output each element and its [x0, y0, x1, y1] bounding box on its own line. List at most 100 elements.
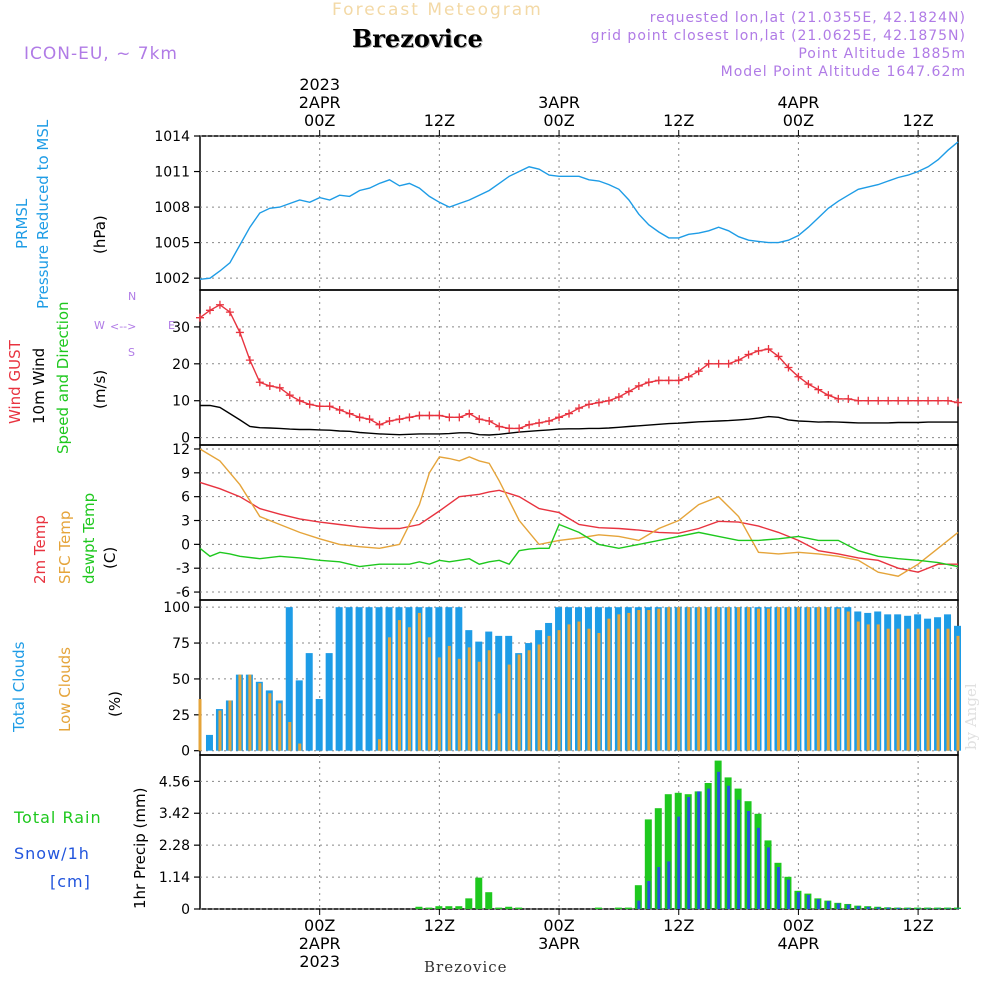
snow-bar	[637, 900, 641, 909]
low-cloud-bar	[767, 608, 770, 751]
gust-marker	[445, 413, 454, 422]
gust-marker	[664, 376, 673, 385]
gust-marker	[375, 420, 384, 429]
total-cloud-bar	[495, 635, 503, 751]
year-label-top: 2023	[299, 75, 340, 94]
date-label-top: 3APR	[538, 93, 580, 112]
gust-marker	[455, 413, 464, 422]
low-cloud-bar	[457, 658, 461, 751]
low-cloud-bar	[806, 607, 810, 751]
low-cloud-bar	[687, 607, 691, 751]
model-altitude: Model Point Altitude 1647.62m	[720, 64, 966, 80]
gust-marker	[824, 391, 833, 400]
snow-bar	[836, 903, 840, 909]
low-cloud-bar	[507, 664, 511, 751]
temp-line-sfc-temp	[199, 448, 959, 577]
compass-arrows-icon: <-->	[110, 320, 137, 333]
gust-marker	[235, 328, 244, 337]
gust-marker	[934, 396, 943, 405]
xtick-label-bottom: 12Z	[663, 916, 694, 935]
gust-marker	[584, 400, 593, 409]
snow-label: Snow/1h	[14, 844, 90, 863]
low-cloud-bar	[557, 630, 561, 751]
rain-bar	[465, 898, 473, 909]
low-cloud-bar	[916, 628, 920, 751]
ytick-label: 1008	[154, 200, 190, 216]
low-cloud-bar	[617, 614, 621, 751]
ytick-label: 10	[172, 394, 190, 410]
low-cloud-bar	[667, 607, 671, 751]
snow-bar	[707, 788, 711, 909]
low-cloud-bar	[786, 607, 790, 751]
rain-bar	[664, 794, 672, 909]
gust-marker	[245, 356, 254, 365]
ytick-label: 100	[163, 600, 190, 616]
low-cloud-bar	[876, 624, 880, 751]
total-cloud-bar	[305, 653, 313, 751]
rain-bar	[515, 907, 523, 909]
rain-bar	[425, 907, 433, 909]
gust-marker	[215, 300, 224, 309]
temp-line-2m-temp	[199, 481, 958, 573]
ytick-label: 1014	[154, 129, 190, 145]
gust-marker	[724, 359, 733, 368]
gust-marker	[834, 394, 843, 403]
low-cloud-bar	[298, 743, 302, 751]
snow-bar	[896, 907, 900, 909]
gust-marker	[894, 396, 903, 405]
snow-bar	[866, 906, 870, 909]
snow-bar	[946, 908, 950, 909]
gust-marker	[196, 313, 204, 322]
xtick-label-bottom: 00Z	[783, 916, 814, 935]
low-cloud-bar	[447, 645, 451, 751]
low-cloud-bar	[717, 607, 721, 751]
total-cloud-bar	[365, 607, 373, 751]
low-cloud-bar	[866, 624, 870, 751]
gust-marker	[794, 372, 803, 381]
gust-marker	[764, 345, 773, 354]
gust-marker	[654, 376, 663, 385]
low-cloud-bar	[198, 699, 202, 751]
gust-marker	[754, 346, 763, 355]
ytick-label: 4.56	[159, 774, 190, 790]
gust-marker	[325, 402, 334, 411]
low-cloud-bar	[417, 612, 421, 751]
rain-bar	[505, 906, 513, 909]
gust-marker	[854, 396, 863, 405]
xtick-label-bottom: 00Z	[543, 916, 574, 935]
gust-marker	[904, 396, 913, 405]
gust-marker	[545, 417, 554, 426]
low-cloud-bar	[537, 644, 541, 751]
compass-s: S	[128, 346, 135, 359]
gust-marker	[924, 396, 933, 405]
rain-bar	[624, 907, 632, 909]
ytick-label: 2.28	[159, 838, 190, 854]
rain-bar	[914, 907, 922, 909]
ytick-label: 1002	[154, 271, 190, 287]
rain-bar	[594, 907, 602, 909]
low-cloud-bar	[836, 608, 840, 751]
ytick-label: -6	[176, 585, 190, 601]
gust-marker	[485, 417, 494, 426]
point-altitude: Point Altitude 1885m	[798, 46, 966, 62]
total-cloud-bar	[325, 653, 333, 751]
low-cloud-bar	[826, 607, 830, 751]
gust-marker	[435, 411, 444, 420]
xtick-label-bottom: 00Z	[304, 916, 335, 935]
low-cloud-bar	[647, 610, 651, 751]
gust-marker	[774, 352, 783, 361]
total-cloud-bar	[285, 607, 293, 751]
snow-bar	[826, 901, 830, 909]
gust-marker	[205, 306, 214, 315]
snow-bar	[906, 908, 910, 909]
snow-unit-label: [cm]	[50, 872, 91, 891]
ytick-label: 25	[172, 708, 190, 724]
snow-bar	[667, 861, 671, 909]
low-cloud-bar	[776, 607, 780, 751]
low-cloud-bar	[258, 683, 262, 751]
low-cloud-bar	[467, 647, 471, 751]
total-cloud-bar	[355, 607, 363, 751]
snow-bar	[846, 904, 850, 909]
snow-bar	[677, 816, 681, 909]
low-cloud-bar	[607, 618, 611, 751]
